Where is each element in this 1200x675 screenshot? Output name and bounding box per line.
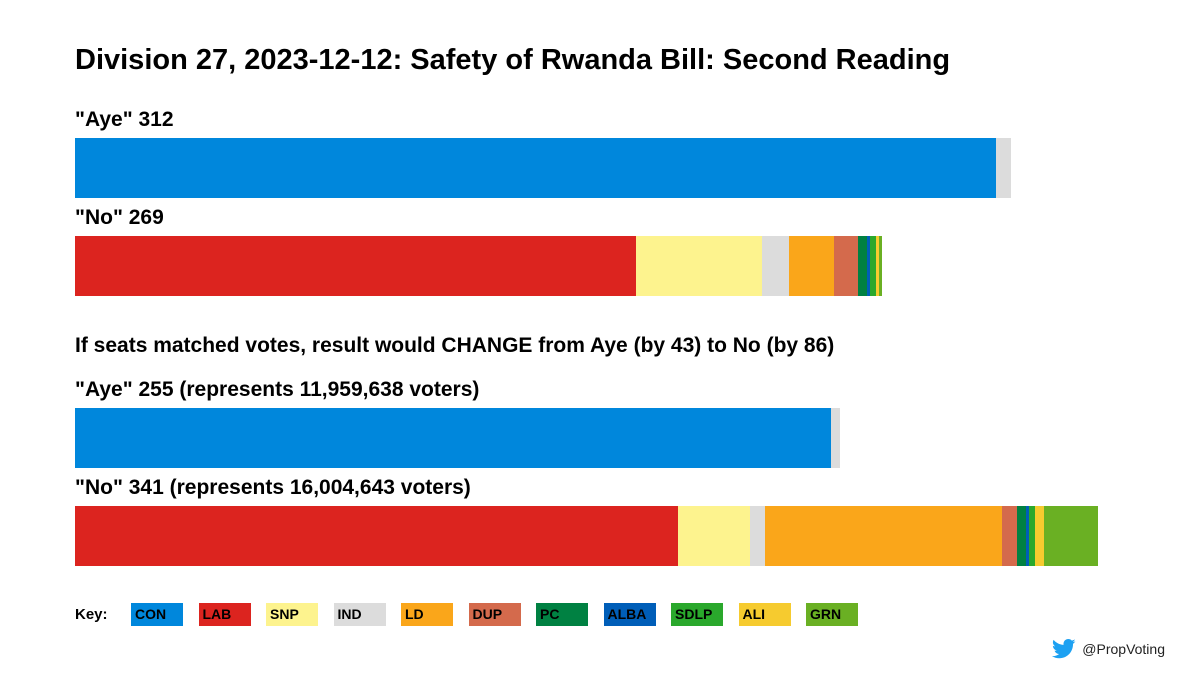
- segment-alba: [1026, 506, 1029, 566]
- chart-title: Division 27, 2023-12-12: Safety of Rwand…: [75, 44, 951, 76]
- segment-lab: [75, 236, 636, 296]
- key-label: Key:: [75, 606, 108, 623]
- segment-alba: [867, 236, 870, 296]
- segment-grn: [1044, 506, 1098, 566]
- bar-proportional-aye: [75, 408, 840, 468]
- legend-item-snp: SNP: [266, 603, 318, 626]
- twitter-bird-icon: [1052, 639, 1076, 659]
- segment-ali: [876, 236, 879, 296]
- segment-ind: [750, 506, 765, 566]
- segment-ind: [762, 236, 789, 296]
- bar-actual-no: [75, 236, 882, 296]
- legend-item-pc: PC: [536, 603, 588, 626]
- bar-label-actual-no: "No" 269: [75, 206, 164, 229]
- segment-sdlp: [1029, 506, 1035, 566]
- segment-dup: [1002, 506, 1017, 566]
- segment-ind: [996, 138, 1011, 198]
- legend-item-ld: LD: [401, 603, 453, 626]
- segment-ali: [1035, 506, 1044, 566]
- bar-label-proportional-no: "No" 341 (represents 16,004,643 voters): [75, 476, 471, 499]
- legend-item-ali: ALI: [738, 603, 791, 626]
- segment-sdlp: [870, 236, 876, 296]
- legend-item-grn: GRN: [806, 603, 858, 626]
- segment-con: [75, 138, 996, 198]
- segment-lab: [75, 506, 678, 566]
- segment-grn: [879, 236, 882, 296]
- legend-item-dup: DUP: [468, 603, 521, 626]
- credit-handle: @PropVoting: [1082, 641, 1165, 657]
- segment-ld: [765, 506, 1002, 566]
- legend-item-ind: IND: [333, 603, 386, 626]
- result-annotation: If seats matched votes, result would CHA…: [75, 334, 835, 357]
- segment-snp: [636, 236, 762, 296]
- segment-dup: [834, 236, 858, 296]
- credit: @PropVoting: [1052, 639, 1165, 659]
- segment-snp: [678, 506, 750, 566]
- legend-item-alba: ALBA: [603, 603, 656, 626]
- segment-con: [75, 408, 831, 468]
- segment-pc: [1017, 506, 1026, 566]
- segment-ld: [789, 236, 834, 296]
- segment-pc: [858, 236, 867, 296]
- bar-proportional-no: [75, 506, 1098, 566]
- legend-item-sdlp: SDLP: [671, 603, 723, 626]
- bar-label-proportional-aye: "Aye" 255 (represents 11,959,638 voters): [75, 378, 480, 401]
- legend-item-lab: LAB: [198, 603, 251, 626]
- bar-actual-aye: [75, 138, 1011, 198]
- legend-item-con: CON: [131, 603, 183, 626]
- bar-label-actual-aye: "Aye" 312: [75, 108, 174, 131]
- segment-ind: [831, 408, 840, 468]
